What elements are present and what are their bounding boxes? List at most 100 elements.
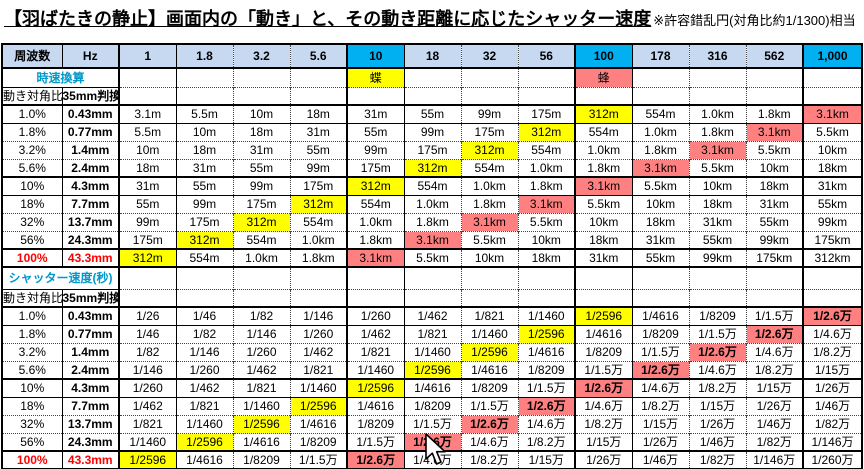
frequency-column-header[interactable]: 56: [517, 44, 575, 68]
distance-cell[interactable]: 99m: [460, 104, 518, 123]
distance-cell[interactable]: 31m: [289, 122, 347, 141]
empty-cell[interactable]: [175, 86, 233, 105]
empty-cell[interactable]: [232, 86, 290, 105]
freq-header[interactable]: 周波数: [2, 44, 62, 68]
shutter-speed-cell[interactable]: 1/2.6万: [574, 378, 632, 397]
mm-row-label[interactable]: 2.4mm: [61, 158, 119, 177]
distance-cell[interactable]: 31km: [802, 176, 862, 195]
frequency-column-header[interactable]: 3.2: [232, 44, 290, 68]
shutter-speed-cell[interactable]: 1/260: [232, 342, 290, 361]
empty-cell[interactable]: [517, 266, 575, 289]
empty-cell[interactable]: [232, 67, 290, 87]
shutter-speed-cell[interactable]: 1/2596: [118, 450, 176, 469]
shutter-speed-cell[interactable]: 1/8209: [232, 450, 290, 469]
empty-cell[interactable]: [460, 288, 518, 307]
shutter-speed-cell[interactable]: 1/2596: [517, 324, 575, 343]
mm-row-label[interactable]: 24.3mm: [61, 432, 119, 451]
mm-row-label[interactable]: 0.77mm: [61, 324, 119, 343]
distance-cell[interactable]: 55m: [118, 194, 176, 213]
distance-cell[interactable]: 312km: [802, 248, 862, 267]
distance-cell[interactable]: 175m: [118, 230, 176, 249]
frequency-column-header[interactable]: 316: [688, 44, 746, 68]
empty-cell[interactable]: [175, 288, 233, 307]
distance-cell[interactable]: 99m: [118, 212, 176, 231]
shutter-speed-cell[interactable]: 1/260: [346, 306, 404, 325]
percent-row-label[interactable]: 18%: [2, 194, 62, 213]
percent-row-label[interactable]: 32%: [2, 212, 62, 231]
shutter-speed-cell[interactable]: 1/1460: [118, 432, 176, 451]
shutter-speed-cell[interactable]: 1/8209: [460, 378, 518, 397]
empty-cell[interactable]: [118, 288, 176, 307]
shutter-speed-cell[interactable]: 1/1460: [460, 324, 518, 343]
shutter-speed-cell[interactable]: 1/462: [289, 342, 347, 361]
shutter-speed-cell[interactable]: 1/1460: [517, 306, 575, 325]
empty-cell[interactable]: [460, 86, 518, 105]
shutter-speed-cell[interactable]: 1/8209: [346, 414, 404, 433]
distance-cell[interactable]: 10m: [232, 104, 290, 123]
mm-row-label[interactable]: 1.4mm: [61, 140, 119, 159]
shutter-speed-cell[interactable]: 1/15万: [574, 432, 632, 451]
shutter-speed-cell[interactable]: 1/4616: [232, 432, 290, 451]
percent-row-label[interactable]: 1.0%: [2, 306, 62, 325]
distance-cell[interactable]: 18km: [688, 194, 746, 213]
shutter-speed-cell[interactable]: 1/1460: [232, 396, 290, 415]
shutter-speed-cell[interactable]: 1/82: [118, 342, 176, 361]
distance-cell[interactable]: 312m: [346, 176, 404, 195]
distance-cell[interactable]: 175m: [517, 104, 575, 123]
distance-cell[interactable]: 1.0km: [403, 194, 461, 213]
distance-cell[interactable]: 312m: [289, 194, 347, 213]
distance-cell[interactable]: 3.1km: [745, 122, 803, 141]
distance-cell[interactable]: 99m: [346, 140, 404, 159]
distance-cell[interactable]: 1.8km: [403, 212, 461, 231]
empty-cell[interactable]: [460, 67, 518, 87]
distance-cell[interactable]: 3.1km: [574, 176, 632, 195]
distance-cell[interactable]: 10km: [517, 230, 575, 249]
distance-cell[interactable]: 175m: [289, 176, 347, 195]
distance-cell[interactable]: 1.0km: [631, 122, 689, 141]
distance-cell[interactable]: 3.1km: [460, 212, 518, 231]
frequency-column-header[interactable]: 562: [745, 44, 803, 68]
distance-cell[interactable]: 10km: [574, 212, 632, 231]
mm-row-label[interactable]: 0.43mm: [61, 306, 119, 325]
shutter-speed-cell[interactable]: 1/46: [118, 324, 176, 343]
shutter-speed-cell[interactable]: 1/15万: [631, 414, 689, 433]
mm-row-label[interactable]: 7.7mm: [61, 194, 119, 213]
percent-row-label[interactable]: 32%: [2, 414, 62, 433]
distance-cell[interactable]: 31m: [118, 176, 176, 195]
shutter-speed-cell[interactable]: 1/4616: [175, 450, 233, 469]
distance-cell[interactable]: 175km: [802, 230, 862, 249]
distance-cell[interactable]: 10m: [118, 140, 176, 159]
distance-cell[interactable]: 3.1km: [346, 248, 404, 267]
shutter-speed-cell[interactable]: 1/1.5万: [517, 378, 575, 397]
empty-cell[interactable]: [631, 266, 689, 289]
empty-cell[interactable]: [574, 86, 632, 105]
distance-cell[interactable]: 312m: [574, 104, 632, 123]
shutter-speed-cell[interactable]: 1/821: [175, 396, 233, 415]
butterfly-marker-cell[interactable]: 蝶: [346, 67, 404, 87]
distance-cell[interactable]: 18km: [517, 248, 575, 267]
distance-cell[interactable]: 10km: [460, 248, 518, 267]
frequency-column-header[interactable]: 32: [460, 44, 518, 68]
distance-cell[interactable]: 554m: [175, 248, 233, 267]
shutter-speed-cell[interactable]: 1/26万: [745, 396, 803, 415]
mm-row-label[interactable]: 1.4mm: [61, 342, 119, 361]
shutter-speed-cell[interactable]: 1/8209: [631, 324, 689, 343]
empty-cell[interactable]: [175, 67, 233, 87]
distance-cell[interactable]: 1.8km: [460, 194, 518, 213]
shutter-speed-cell[interactable]: 1/2596: [346, 378, 404, 397]
shutter-speed-cell[interactable]: 1/8.2万: [517, 432, 575, 451]
percent-row-label[interactable]: 10%: [2, 176, 62, 195]
mm-row-label[interactable]: 4.3mm: [61, 378, 119, 397]
empty-cell[interactable]: [802, 67, 862, 87]
distance-cell[interactable]: 5.5km: [802, 122, 862, 141]
shutter-speed-cell[interactable]: 1/146万: [802, 432, 862, 451]
distance-cell[interactable]: 1.8km: [574, 158, 632, 177]
distance-cell[interactable]: 55km: [688, 230, 746, 249]
frequency-column-header[interactable]: 1.8: [175, 44, 233, 68]
shutter-speed-cell[interactable]: 1/260万: [802, 450, 862, 469]
shutter-speed-cell[interactable]: 1/2596: [289, 396, 347, 415]
shutter-speed-cell[interactable]: 1/15万: [688, 396, 746, 415]
shutter-speed-cell[interactable]: 1/1460: [175, 414, 233, 433]
frequency-column-header[interactable]: 1,000: [802, 44, 862, 68]
distance-cell[interactable]: 554m: [232, 230, 290, 249]
